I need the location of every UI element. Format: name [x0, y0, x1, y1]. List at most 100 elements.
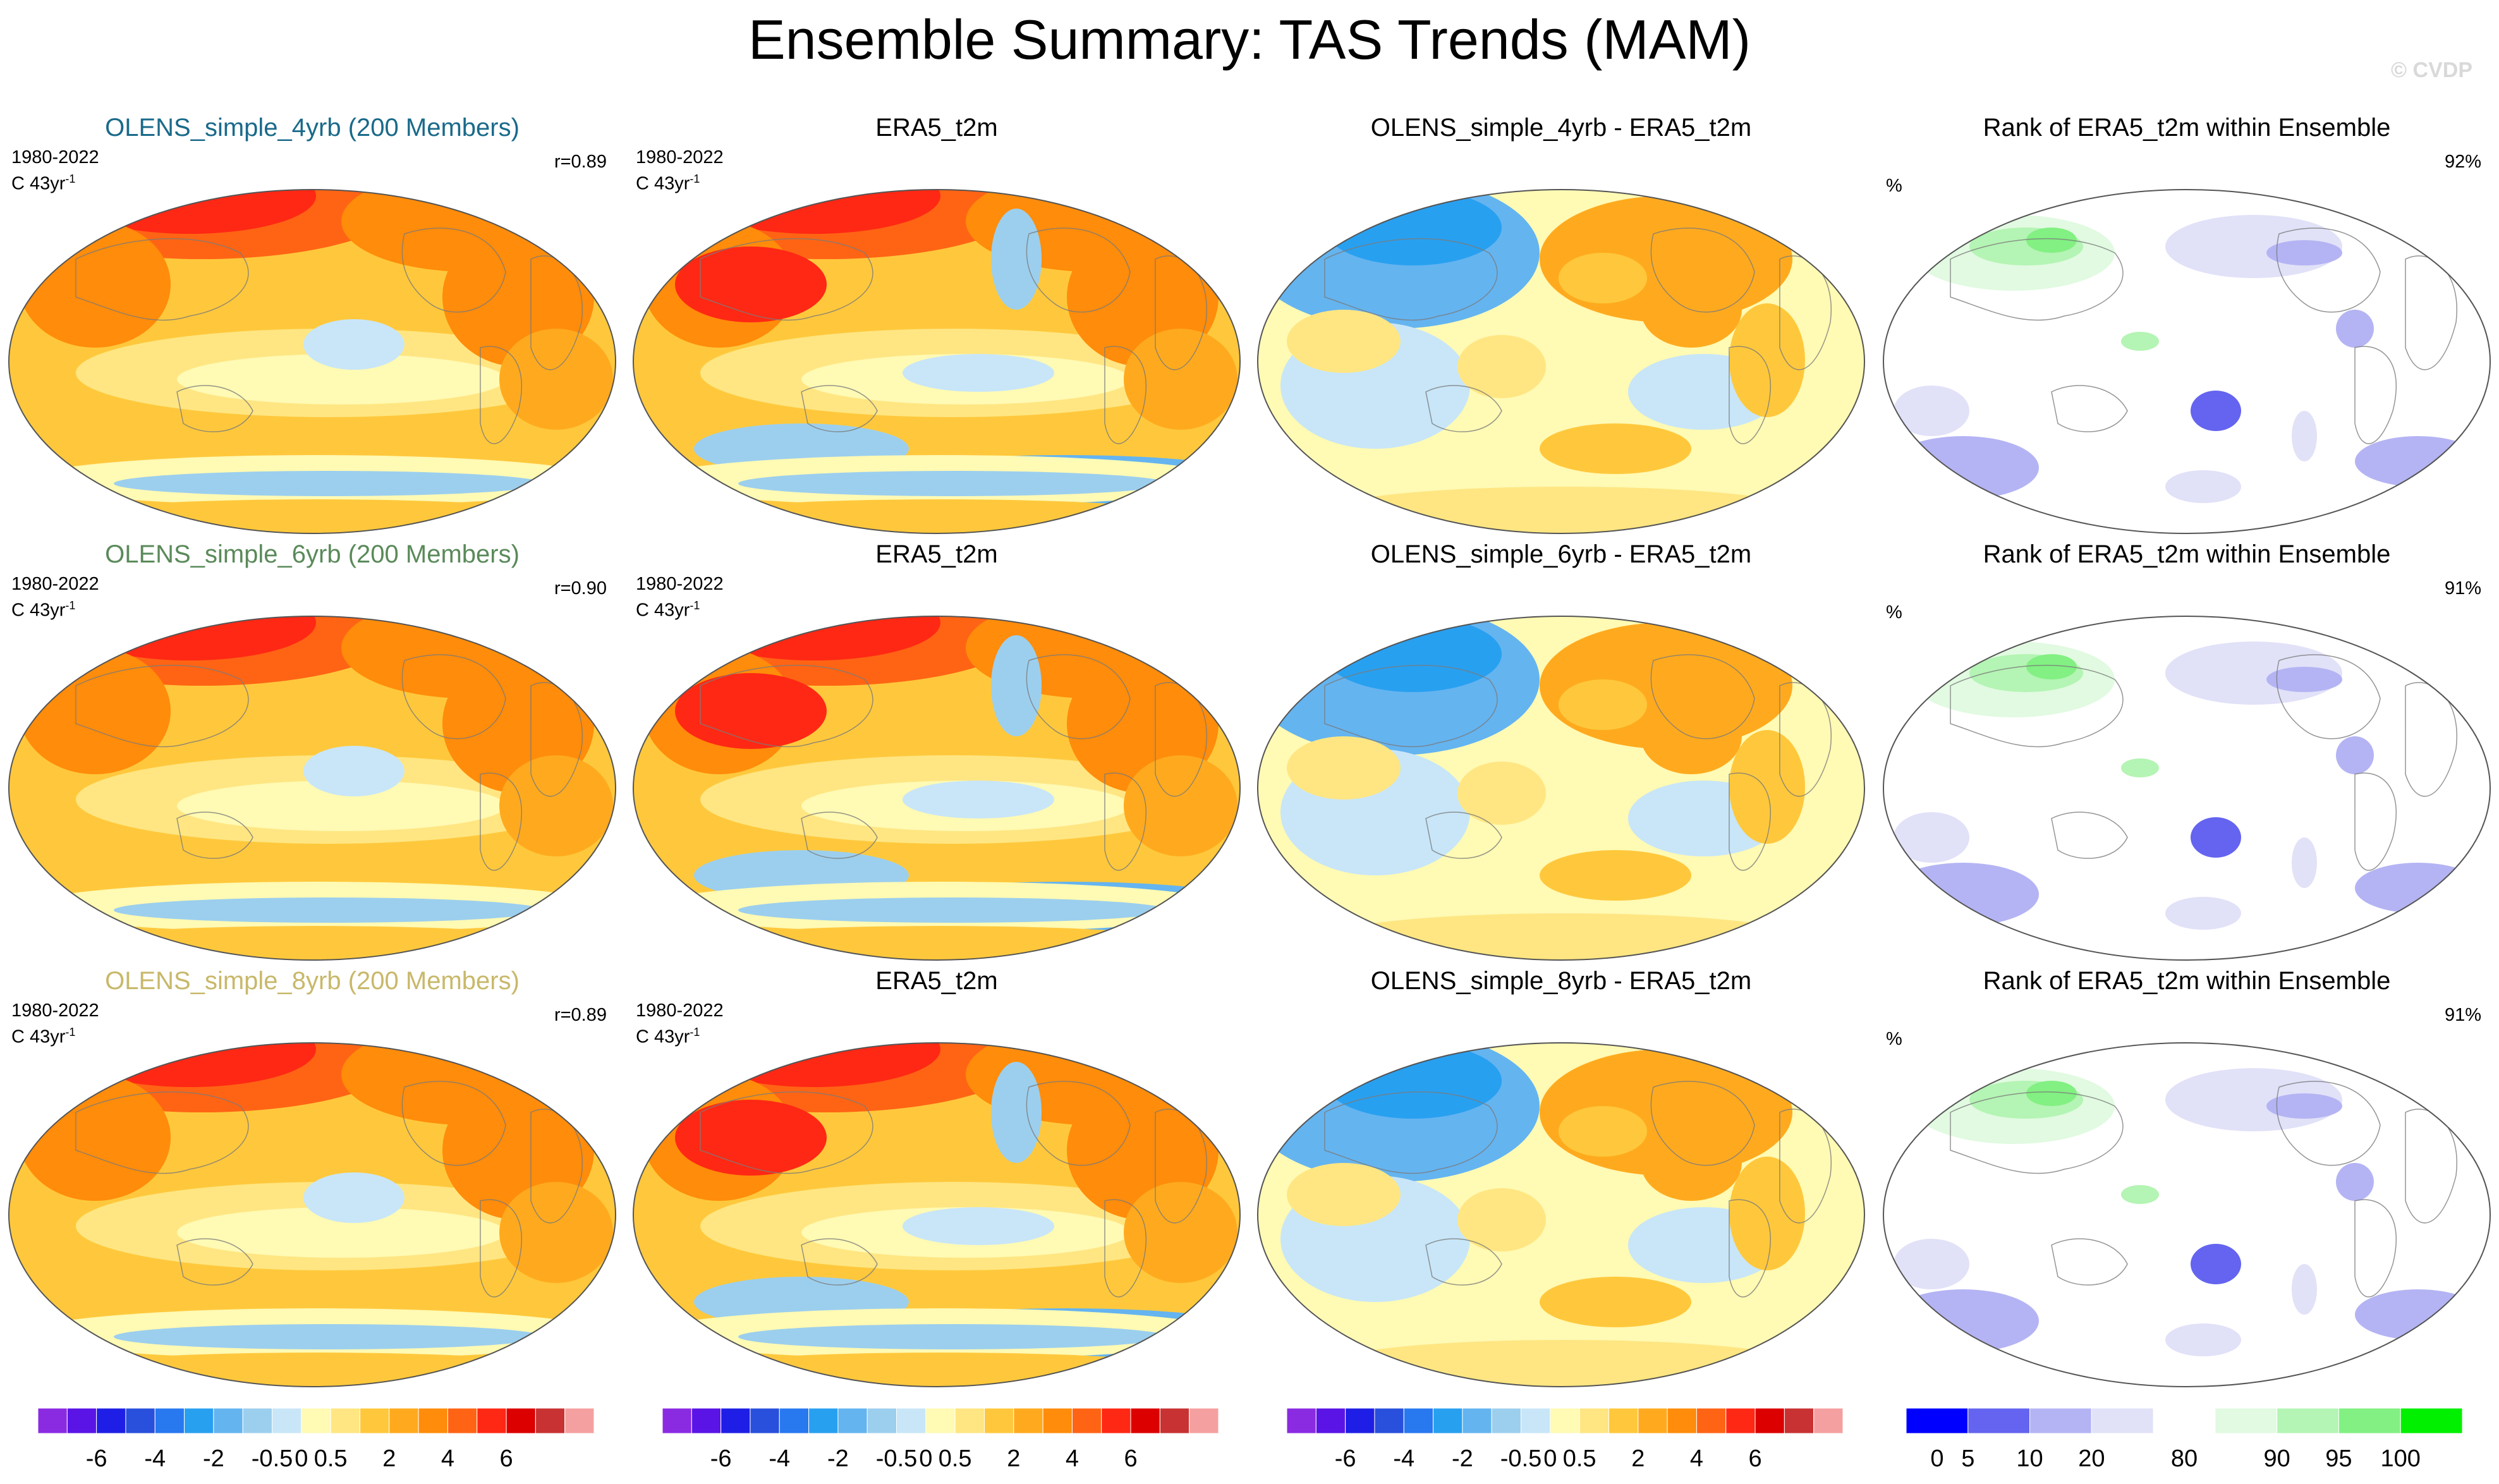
map-diff [1257, 616, 1865, 961]
colorbar-tick-label: -6 [710, 1445, 732, 1472]
colorbar-swatch [2029, 1408, 2092, 1434]
colorbar-swatch [301, 1408, 331, 1434]
units-exponent: -1 [65, 1026, 76, 1038]
map-obs [633, 189, 1241, 534]
colorbar-swatch [837, 1408, 868, 1434]
units-label: C 43yr [636, 1026, 690, 1047]
colorbar-tick-label: 6 [1748, 1445, 1761, 1472]
colorbar-swatch [1159, 1408, 1190, 1434]
colorbar-swatch [1667, 1408, 1697, 1434]
colorbar-swatch [1906, 1408, 1969, 1434]
colorbar-swatch [1491, 1408, 1522, 1434]
colorbar-tick-label: 6 [1124, 1445, 1137, 1472]
colorbar-swatch [1462, 1408, 1492, 1434]
colorbar-swatch [96, 1408, 126, 1434]
colorbar-swatch [1813, 1408, 1843, 1434]
colorbar-swatch [1725, 1408, 1756, 1434]
colorbar-swatch [1967, 1408, 2031, 1434]
colorbar-swatch [808, 1408, 839, 1434]
colorbar-swatch [1287, 1408, 1316, 1434]
map-diff [1257, 189, 1865, 534]
panel-diff-row2: OLENS_simple_6yrb - ERA5_t2m [1249, 540, 1873, 968]
map-rank [1883, 189, 2491, 534]
colorbar-swatch [1433, 1408, 1463, 1434]
map-diff [1257, 1042, 1865, 1387]
panel-title: Rank of ERA5_t2m within Ensemble [1983, 114, 2391, 142]
percent-label: % [1886, 602, 1902, 623]
map-ens [8, 616, 616, 961]
panel-stat: 91% [2444, 578, 2481, 599]
colorbar-swatch [38, 1408, 68, 1434]
panel-stat: 91% [2444, 1005, 2481, 1025]
colorbar-swatch [66, 1408, 97, 1434]
colorbar-tick-label: 4 [441, 1445, 454, 1472]
units-label: C 43yr [11, 1026, 66, 1047]
panel-title: Rank of ERA5_t2m within Ensemble [1983, 967, 2391, 995]
panel-obs-row1: ERA5_t2m 1980-2022 C 43yr-1 [624, 114, 1249, 541]
units-label: C 43yr [11, 173, 66, 194]
colorbar-swatch [1521, 1408, 1551, 1434]
colorbar-swatch [330, 1408, 360, 1434]
panel-stat: r=0.89 [554, 152, 607, 172]
units-label: C 43yr [636, 600, 690, 621]
period-label: 1980-2022 [11, 147, 99, 167]
panel-title: OLENS_simple_4yrb - ERA5_t2m [1370, 114, 1752, 142]
colorbar-tick-label: 2 [382, 1445, 396, 1472]
panel-title: OLENS_simple_6yrb - ERA5_t2m [1370, 540, 1752, 568]
colorbar-swatch [2338, 1408, 2401, 1434]
colorbar-tick-label: 20 [2078, 1445, 2105, 1472]
colorbar-tick-label: -4 [144, 1445, 166, 1472]
units-exponent: -1 [65, 173, 76, 185]
colorbar-tick-label: 5 [1961, 1445, 1974, 1472]
colorbar-swatch [125, 1408, 155, 1434]
panel-title: OLENS_simple_8yrb (200 Members) [105, 967, 520, 995]
colorbar-swatch [242, 1408, 273, 1434]
colorbar-tick-label: 100 [2381, 1445, 2421, 1472]
map-rank [1883, 1042, 2491, 1387]
colorbar-swatch [1550, 1408, 1580, 1434]
colorbar-tick-label: 6 [499, 1445, 513, 1472]
colorbar-swatch [1101, 1408, 1131, 1434]
colorbar-swatch [564, 1408, 594, 1434]
colorbar-tick-label: 0 [295, 1445, 308, 1472]
colorbar-swatch [447, 1408, 478, 1434]
colorbar-swatch [389, 1408, 419, 1434]
colorbar-swatch [535, 1408, 566, 1434]
period-label: 1980-2022 [11, 574, 99, 594]
panel-ens-row3: OLENS_simple_8yrb (200 Members) 1980-2022… [0, 967, 624, 1394]
rank-colorbar: 0 5 10 20 80 90 95 100 [1906, 1408, 2462, 1484]
colorbar-swatch [1754, 1408, 1785, 1434]
colorbar-tick-label: 4 [1690, 1445, 1703, 1472]
units-exponent: -1 [65, 599, 76, 612]
colorbar-tick-label: 2 [1007, 1445, 1020, 1472]
colorbar-swatch [1784, 1408, 1815, 1434]
colorbar-tick-label: -6 [1335, 1445, 1356, 1472]
colorbar-swatch [2153, 1408, 2216, 1434]
colorbar-swatch [418, 1408, 448, 1434]
colorbar-tick-label: 4 [1066, 1445, 1079, 1472]
colorbar-swatch [1608, 1408, 1639, 1434]
colorbar-swatch [506, 1408, 536, 1434]
map-ens [8, 189, 616, 534]
colorbar-tick-label: 0 [1543, 1445, 1557, 1472]
trend-colorbar-3: -6 -4 -2 -0.5 0 0.5 2 4 6 [1287, 1408, 1843, 1484]
colorbar-tick-label: -4 [1393, 1445, 1414, 1472]
figure-title: Ensemble Summary: TAS Trends (MAM) [748, 8, 1751, 71]
colorbar-swatch [1579, 1408, 1609, 1434]
trend-colorbar-1: -6 -4 -2 -0.5 0 0.5 2 4 6 [38, 1408, 594, 1484]
colorbar-swatch [691, 1408, 722, 1434]
panel-obs-row2: ERA5_t2m 1980-2022 C 43yr-1 [624, 540, 1249, 968]
colorbar-swatch [2215, 1408, 2278, 1434]
panel-title: ERA5_t2m [875, 540, 998, 568]
colorbar-tick-label: -0.5 [1500, 1445, 1541, 1472]
colorbar-swatch [1013, 1408, 1043, 1434]
colorbar-tick-label: -2 [827, 1445, 849, 1472]
colorbar-swatch [2091, 1408, 2154, 1434]
panel-title: OLENS_simple_4yrb (200 Members) [105, 114, 520, 142]
colorbar-swatch [1345, 1408, 1375, 1434]
panel-rank-row2: Rank of ERA5_t2m within Ensemble% 91% [1875, 540, 2499, 968]
panel-ens-row1: OLENS_simple_4yrb (200 Members) 1980-2022… [0, 114, 624, 541]
trend-colorbar-2: -6 -4 -2 -0.5 0 0.5 2 4 6 [662, 1408, 1219, 1484]
colorbar-tick-label: 10 [2016, 1445, 2043, 1472]
colorbar-tick-label: -0.5 [252, 1445, 293, 1472]
